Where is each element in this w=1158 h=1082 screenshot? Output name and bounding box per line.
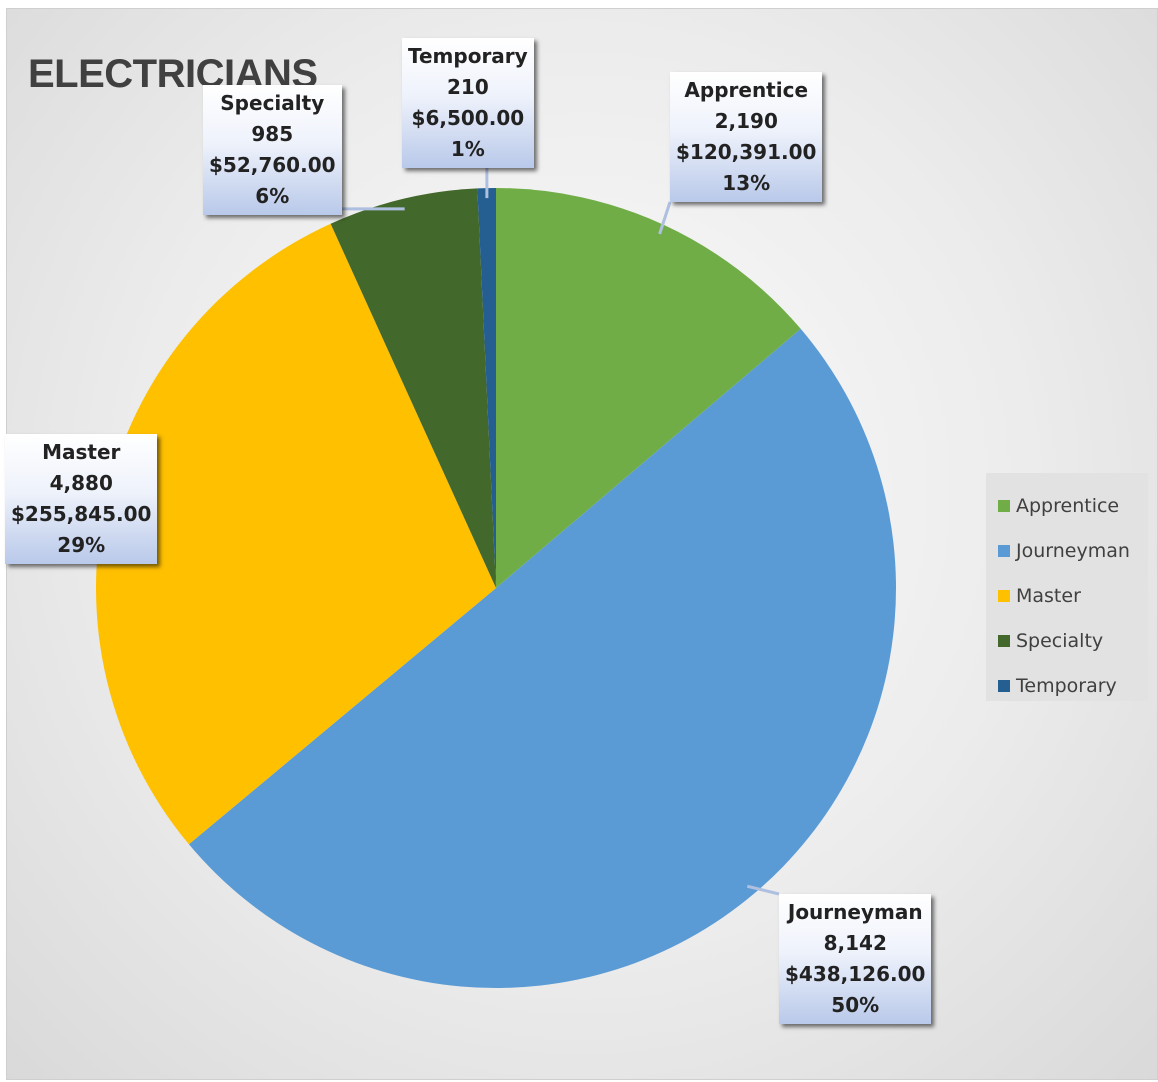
data-label-specialty: Specialty 985 $52,760.00 6% [203, 85, 342, 215]
data-label-percent: 29% [57, 533, 106, 557]
legend-label: Temporary [1016, 674, 1117, 697]
pie-slice-apprentice[interactable] [496, 188, 801, 588]
data-label-journeyman: Journeyman 8,142 $438,126.00 50% [779, 894, 932, 1024]
legend-label: Apprentice [1016, 494, 1120, 517]
legend-item-master[interactable]: Master [986, 573, 1148, 618]
data-label-count: 8,142 [823, 931, 887, 955]
data-label-amount: $120,391.00 [676, 140, 817, 164]
legend-swatch [998, 679, 1010, 692]
pie-slice-specialty[interactable] [330, 188, 496, 588]
data-label-name: Temporary [408, 44, 528, 68]
data-label-percent: 50% [831, 993, 880, 1017]
legend-label: Specialty [1016, 629, 1104, 652]
data-label-master: Master 4,880 $255,845.00 29% [5, 434, 158, 564]
legend-item-journeyman[interactable]: Journeyman [986, 528, 1148, 573]
data-label-temporary: Temporary 210 $6,500.00 1% [402, 38, 534, 168]
leader-line-journeyman [746, 884, 780, 896]
data-label-amount: $52,760.00 [209, 153, 336, 177]
legend-label: Journeyman [1016, 539, 1130, 562]
data-label-name: Master [42, 440, 121, 464]
legend-item-temporary[interactable]: Temporary [986, 663, 1148, 708]
data-label-count: 2,190 [714, 109, 778, 133]
data-label-name: Apprentice [684, 78, 809, 102]
data-label-apprentice: Apprentice 2,190 $120,391.00 13% [670, 72, 823, 202]
legend-swatch [998, 544, 1010, 557]
leader-line-apprentice [658, 201, 672, 235]
data-label-count: 4,880 [49, 471, 113, 495]
legend-swatch [998, 499, 1010, 512]
data-label-percent: 13% [722, 171, 771, 195]
data-label-amount: $438,126.00 [785, 962, 926, 986]
data-label-amount: $6,500.00 [411, 106, 525, 130]
data-label-name: Specialty [220, 91, 325, 115]
pie-slice-journeyman[interactable] [188, 328, 897, 989]
data-label-percent: 6% [255, 184, 290, 208]
legend-item-specialty[interactable]: Specialty [986, 618, 1148, 663]
data-label-name: Journeyman [787, 900, 923, 924]
pie-slice-temporary[interactable] [477, 188, 496, 588]
legend-swatch [998, 589, 1010, 602]
data-label-percent: 1% [450, 137, 485, 161]
data-label-count: 985 [251, 122, 294, 146]
data-label-amount: $255,845.00 [11, 502, 152, 526]
legend: Apprentice Journeyman Master Specialty T… [986, 473, 1148, 701]
data-label-count: 210 [446, 75, 489, 99]
legend-swatch [998, 634, 1010, 647]
legend-label: Master [1016, 584, 1081, 607]
legend-item-apprentice[interactable]: Apprentice [986, 483, 1148, 528]
pie-slice-master[interactable] [95, 223, 496, 845]
